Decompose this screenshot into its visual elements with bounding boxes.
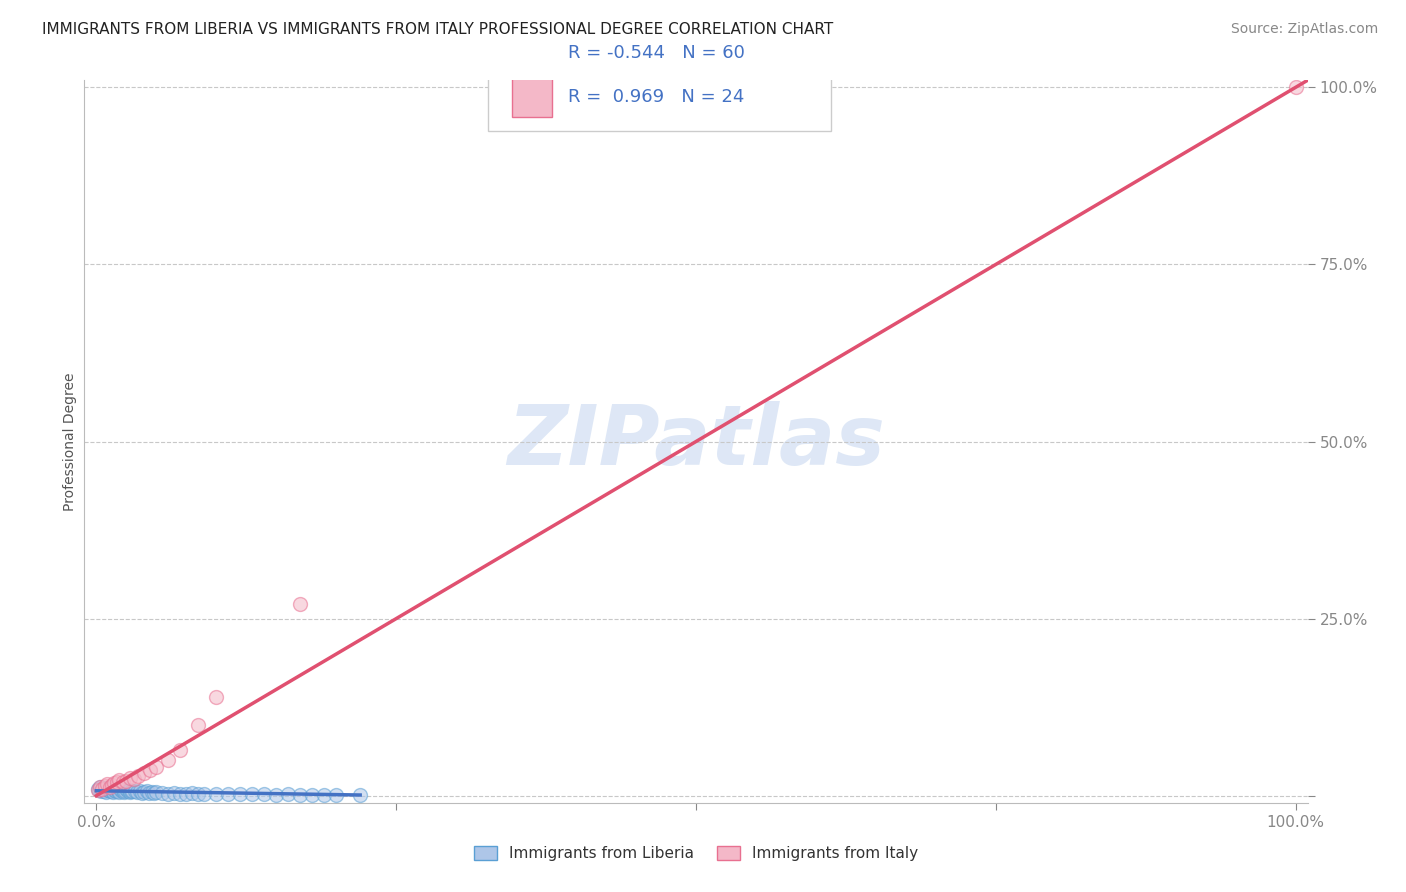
Point: [105, 774, 128, 789]
Point: [264, 788, 287, 802]
Y-axis label: Professional Degree: Professional Degree: [63, 372, 77, 511]
Point: [117, 784, 139, 798]
Point: [96, 781, 118, 796]
Point: [98, 780, 121, 794]
Text: R =  0.969   N = 24: R = 0.969 N = 24: [568, 87, 744, 105]
Point: [86, 781, 108, 796]
Text: Source: ZipAtlas.com: Source: ZipAtlas.com: [1230, 22, 1378, 37]
FancyBboxPatch shape: [513, 77, 551, 117]
Point: [229, 787, 252, 801]
Point: [131, 786, 153, 800]
Point: [187, 787, 209, 801]
Point: [98, 784, 121, 798]
Point: [290, 788, 312, 802]
Point: [103, 776, 125, 790]
Point: [205, 690, 228, 704]
Point: [97, 783, 120, 797]
Point: [1284, 80, 1306, 95]
Point: [127, 785, 149, 799]
Point: [107, 784, 129, 798]
Point: [253, 787, 276, 801]
Point: [325, 788, 347, 802]
Point: [121, 784, 143, 798]
Point: [118, 785, 141, 799]
Point: [114, 784, 136, 798]
Point: [141, 785, 163, 799]
Point: [108, 785, 131, 799]
FancyBboxPatch shape: [488, 44, 831, 131]
Point: [90, 784, 112, 798]
Point: [94, 785, 117, 799]
Point: [108, 773, 131, 788]
Point: [124, 784, 146, 798]
Point: [101, 785, 124, 799]
Point: [122, 772, 145, 786]
Point: [91, 781, 114, 796]
Point: [111, 775, 134, 789]
Point: [93, 779, 117, 793]
Point: [187, 718, 209, 732]
Point: [169, 742, 191, 756]
Text: IMMIGRANTS FROM LIBERIA VS IMMIGRANTS FROM ITALY PROFESSIONAL DEGREE CORRELATION: IMMIGRANTS FROM LIBERIA VS IMMIGRANTS FR…: [42, 22, 834, 37]
Point: [89, 780, 111, 795]
Point: [349, 788, 371, 802]
Point: [150, 786, 173, 800]
Point: [193, 787, 215, 801]
Point: [86, 783, 108, 797]
Point: [217, 787, 239, 801]
Point: [157, 753, 180, 767]
Point: [142, 786, 165, 800]
Point: [91, 782, 114, 797]
Point: [110, 782, 132, 797]
Point: [100, 782, 122, 797]
Point: [134, 785, 156, 799]
Point: [145, 760, 167, 774]
Point: [96, 777, 118, 791]
Point: [101, 778, 124, 792]
Legend: Immigrants from Liberia, Immigrants from Italy: Immigrants from Liberia, Immigrants from…: [468, 840, 924, 867]
Point: [127, 769, 149, 783]
Point: [105, 781, 128, 796]
Point: [301, 788, 323, 802]
Point: [169, 787, 191, 801]
Point: [110, 784, 132, 798]
Point: [174, 787, 197, 801]
Point: [134, 766, 156, 780]
Point: [240, 787, 263, 801]
Point: [115, 773, 138, 788]
Point: [103, 783, 125, 797]
Point: [277, 787, 299, 801]
Text: ZIPatlas: ZIPatlas: [508, 401, 884, 482]
Point: [115, 782, 138, 797]
Point: [93, 784, 115, 798]
Point: [87, 783, 110, 797]
Point: [163, 786, 186, 800]
FancyBboxPatch shape: [513, 34, 551, 73]
Point: [157, 787, 180, 801]
Text: R = -0.544   N = 60: R = -0.544 N = 60: [568, 45, 744, 62]
Point: [314, 788, 336, 802]
Point: [120, 784, 142, 798]
Point: [128, 784, 150, 798]
Point: [118, 771, 141, 785]
Point: [104, 784, 127, 798]
Point: [181, 786, 204, 800]
Point: [101, 784, 124, 798]
Point: [89, 780, 111, 795]
Point: [205, 787, 228, 801]
Point: [138, 786, 160, 800]
Point: [145, 785, 167, 799]
Point: [135, 784, 157, 798]
Point: [139, 763, 162, 777]
Point: [118, 783, 141, 797]
Point: [290, 598, 312, 612]
Point: [112, 785, 135, 799]
Point: [93, 780, 117, 795]
Point: [111, 783, 134, 797]
